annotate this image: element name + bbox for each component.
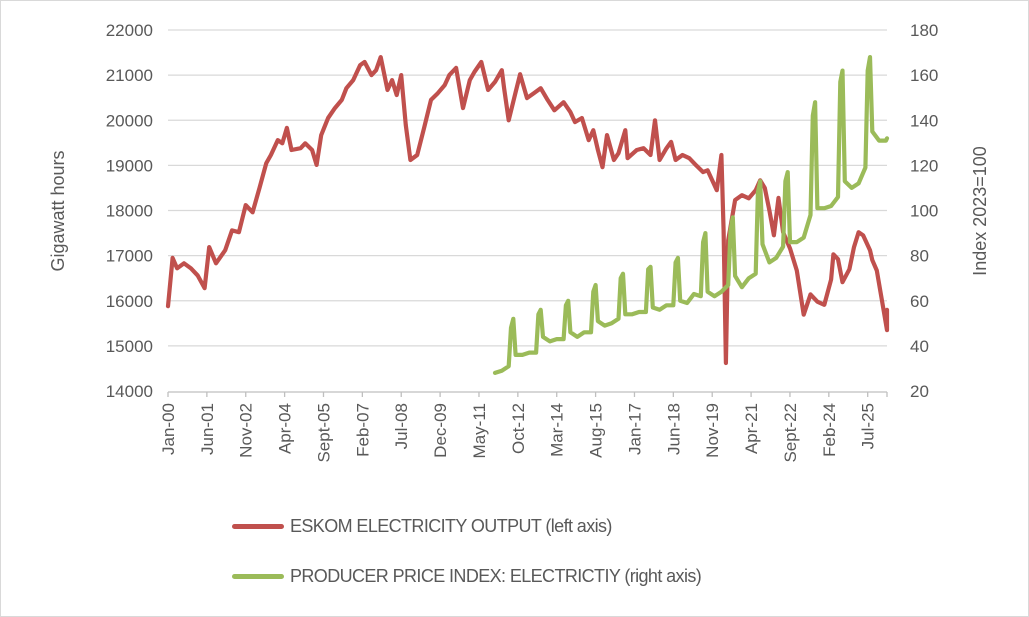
x-tick-label: Feb-07 [353,403,372,457]
legend-item-producer-price-index[interactable]: PRODUCER PRICE INDEX: ELECTRICTIY (right… [232,562,702,590]
right-y-tick-label: 160 [910,66,938,85]
series-lines [165,55,890,375]
legend-label: PRODUCER PRICE INDEX: ELECTRICTIY (right… [290,565,702,586]
x-tick-label: Jun-01 [198,403,217,455]
legend-item-eskom-output[interactable]: ESKOM ELECTRICITY OUTPUT (left axis) [232,512,701,540]
producer-price-index-line [492,55,890,375]
left-y-tick-label: 15000 [106,337,153,356]
left-y-tick-label: 20000 [106,111,153,130]
right-y-tick-label: 20 [910,382,929,401]
left-y-tick-label: 19000 [106,156,153,175]
right-y-tick-label: 60 [910,292,929,311]
x-tick-label: Nov-02 [237,403,256,458]
x-tick-label: Nov-19 [703,403,722,458]
x-tick-label: Jan-17 [625,403,644,455]
left-y-tick-label: 17000 [106,247,153,266]
legend-swatch-green [232,573,284,579]
legend: ESKOM ELECTRICITY OUTPUT (left axis) PRO… [232,512,702,612]
left-y-tick-label: 22000 [106,21,153,40]
x-tick-label: Jul-25 [859,403,878,449]
left-y-tick-label: 16000 [106,292,153,311]
x-tick-label: Feb-24 [820,403,839,457]
x-axis: Jan-00 Jun-01 Nov-02 Apr-04 Sept-05 Feb-07 Jul… [159,391,888,463]
x-tick-label: Jun-18 [664,403,683,455]
left-y-tick-label: 18000 [106,202,153,221]
x-tick-label: Sept-22 [781,403,800,463]
legend-label: ESKOM ELECTRICITY OUTPUT (left axis) [290,515,612,536]
eskom-output-line [165,55,890,366]
x-tick-label: Apr-21 [742,403,761,454]
left-y-tick-label: 14000 [106,382,153,401]
x-tick-label: Dec-09 [431,403,450,458]
legend-swatch-red [232,523,284,529]
x-tick-label: Jan-00 [159,403,178,455]
left-y-tick-label: 21000 [106,66,153,85]
left-axis-title: Gigawatt hours [48,150,68,271]
right-y-tick-label: 100 [910,202,938,221]
x-tick-label: Apr-04 [276,403,295,454]
gridlines [168,29,887,347]
x-tick-label: Sept-05 [314,403,333,463]
x-tick-label: Aug-15 [587,403,606,458]
right-y-axis: 20 40 60 80 100 120 140 160 180 [910,21,938,401]
x-tick-label: Jul-08 [392,403,411,449]
x-tick-label: Oct-12 [509,403,528,454]
right-y-tick-label: 40 [910,337,929,356]
right-y-tick-label: 80 [910,247,929,266]
right-y-tick-label: 120 [910,156,938,175]
right-y-tick-label: 140 [910,111,938,130]
right-y-tick-label: 180 [910,21,938,40]
x-tick-label: Mar-14 [548,403,567,457]
right-axis-title: Index 2023=100 [970,146,990,276]
left-y-axis: 14000 15000 16000 17000 18000 19000 20000 21000… [106,21,153,401]
x-tick-label: May-11 [470,403,489,458]
